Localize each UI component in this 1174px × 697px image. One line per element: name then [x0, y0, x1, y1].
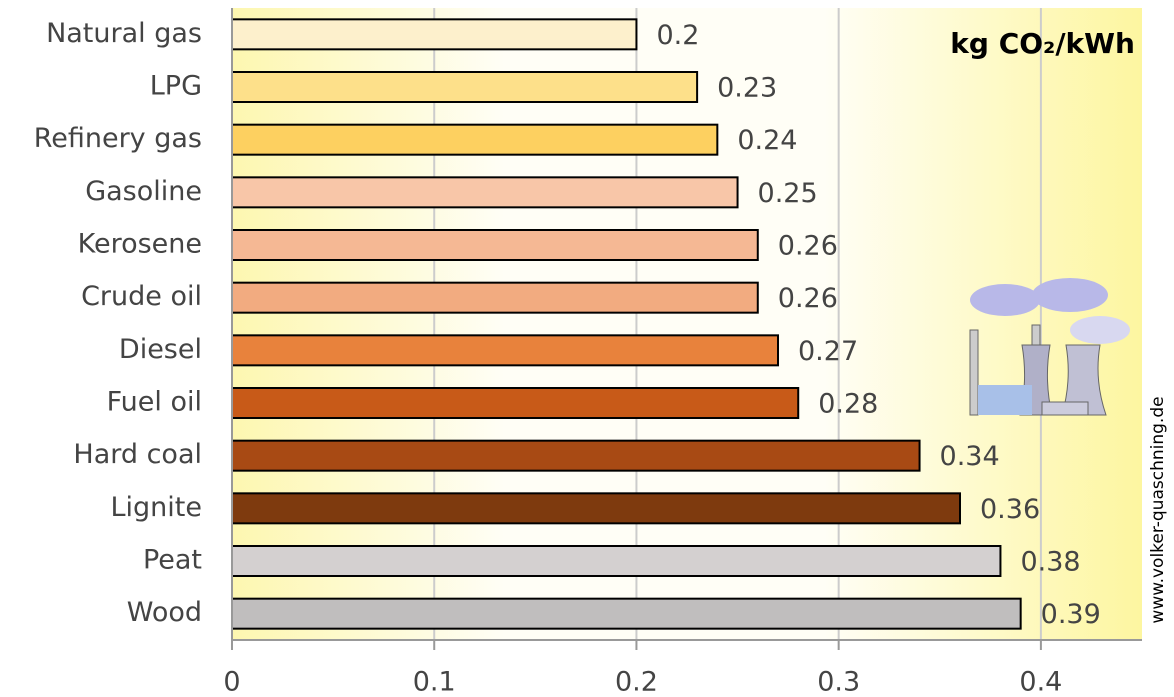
y-tick-label: Kerosene	[78, 229, 202, 260]
value-label: 0.36	[980, 494, 1040, 525]
x-tick-label: 0.2	[615, 667, 658, 697]
bar	[231, 229, 759, 261]
value-label: 0.24	[737, 125, 797, 156]
bar	[231, 545, 1002, 577]
value-label: 0.34	[940, 441, 1000, 472]
bar	[231, 334, 779, 367]
y-tick-label: Fuel oil	[107, 387, 202, 418]
value-label: 0.26	[778, 231, 838, 262]
y-tick-label: Lignite	[111, 492, 203, 523]
y-tick-label: Refinery gas	[34, 123, 202, 154]
y-tick-label: Peat	[143, 545, 202, 576]
value-label: 0.26	[778, 283, 838, 314]
y-tick-label: Wood	[127, 597, 202, 628]
bar	[231, 281, 759, 314]
bar	[231, 176, 739, 209]
bar	[231, 387, 800, 419]
value-label: 0.23	[717, 73, 777, 104]
value-label: 0.27	[798, 336, 858, 367]
value-label: 0.2	[656, 20, 699, 51]
bar	[231, 439, 921, 472]
factory-icon	[969, 278, 1130, 416]
x-tick-label: 0	[223, 667, 240, 697]
x-tick-label: 0.1	[413, 667, 456, 697]
value-label: 0.38	[1020, 547, 1080, 578]
value-label: 0.28	[818, 389, 878, 420]
chart-title: kg CO₂/kWh	[950, 27, 1135, 60]
value-label: 0.25	[758, 178, 818, 209]
y-tick-label: Crude oil	[81, 281, 202, 312]
bar	[231, 71, 699, 103]
bar	[231, 123, 719, 156]
bars	[231, 18, 1022, 630]
plot-area	[232, 8, 1142, 640]
y-tick-label: Diesel	[119, 334, 202, 365]
y-tick-label: Gasoline	[85, 176, 202, 207]
watermark: www.volker-quaschning.de	[1148, 396, 1168, 623]
bar	[231, 597, 1022, 630]
y-tick-label: Natural gas	[46, 18, 202, 49]
y-tick-label: Hard coal	[73, 439, 202, 470]
x-tick-label: 0.4	[1019, 667, 1062, 697]
bar	[231, 18, 638, 51]
x-tick-label: 0.3	[817, 667, 860, 697]
value-label: 0.39	[1041, 599, 1101, 630]
bar	[231, 492, 961, 525]
y-tick-label: LPG	[150, 71, 202, 102]
